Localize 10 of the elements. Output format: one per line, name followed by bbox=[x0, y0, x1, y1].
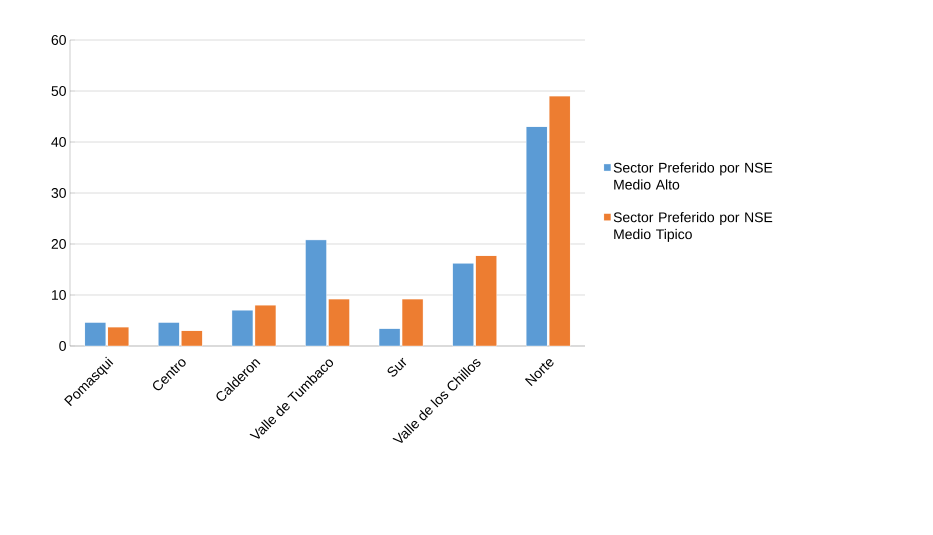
y-tick-label: 60 bbox=[52, 35, 66, 45]
y-tick-label: 50 bbox=[52, 86, 66, 96]
y-tick-label: 30 bbox=[51, 188, 66, 198]
legend-label: Sector Preferido por NSE Medio Tipico bbox=[614, 212, 772, 242]
y-tick-label: 10 bbox=[52, 290, 66, 300]
y-tick-label: 40 bbox=[51, 137, 66, 147]
x-tick-label: Sur bbox=[388, 358, 406, 377]
legend-label: Sector Preferido por NSE Medio Alto bbox=[614, 162, 772, 190]
y-tick-label: 20 bbox=[52, 239, 66, 249]
y-tick-label: 0 bbox=[59, 341, 66, 351]
